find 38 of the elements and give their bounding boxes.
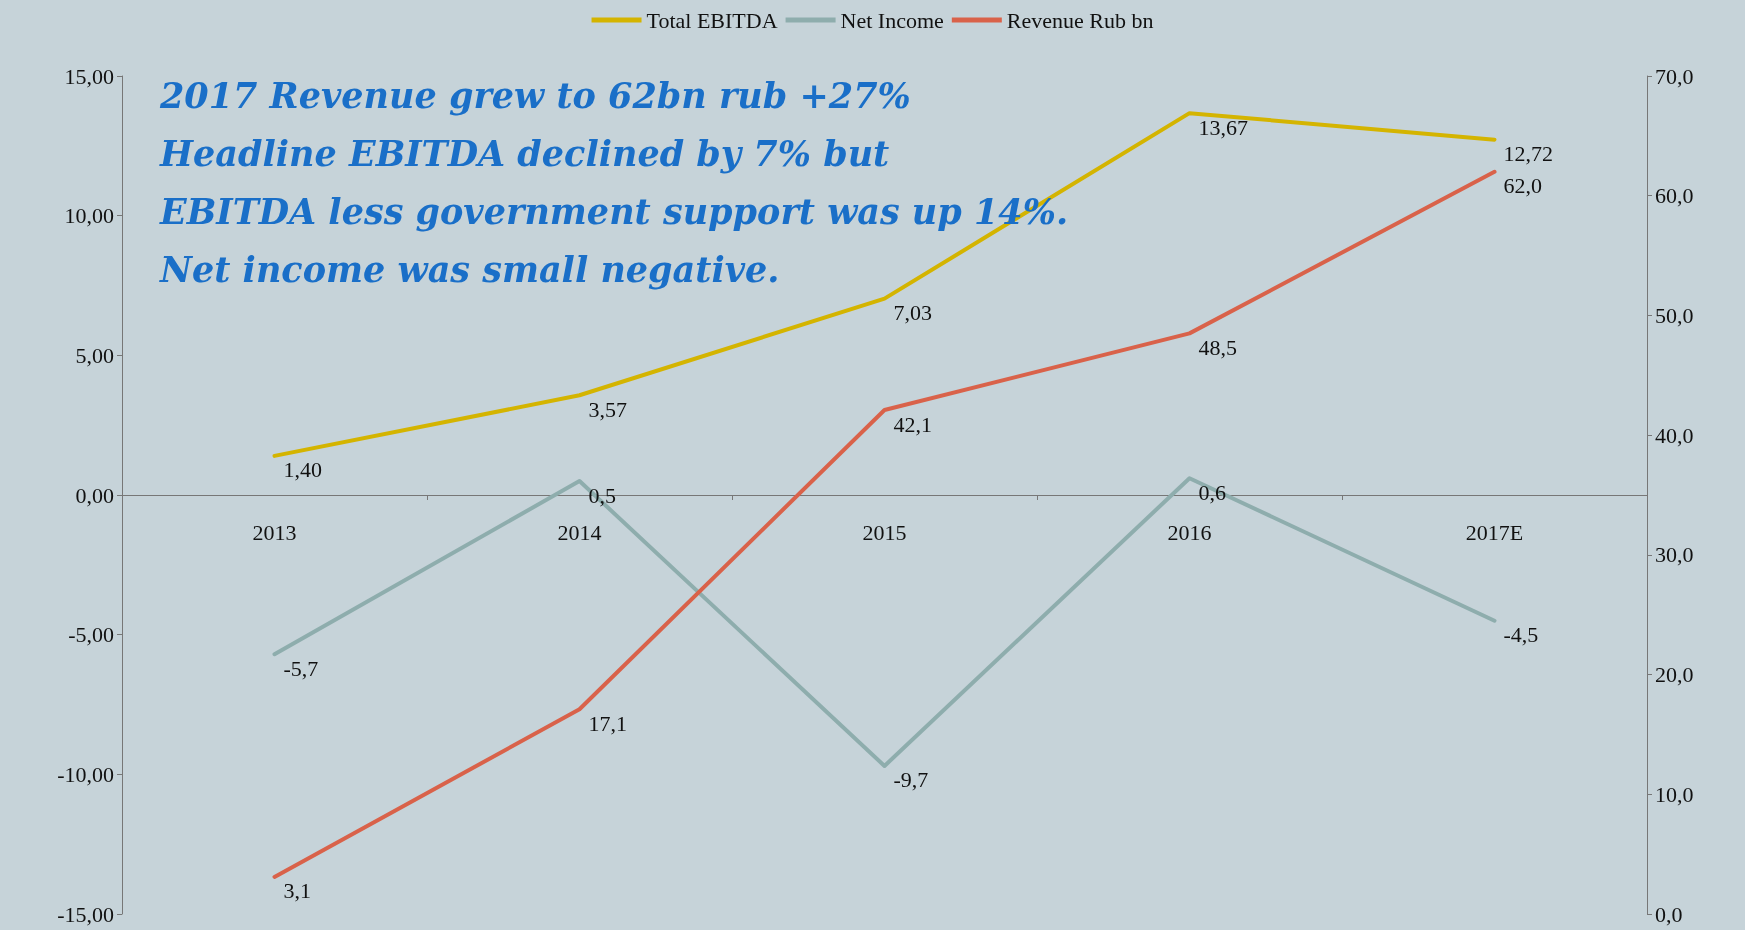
y-tick-label: 15,00 bbox=[64, 63, 114, 89]
y-tick-label: 10,00 bbox=[64, 203, 114, 229]
legend-label: Net Income bbox=[840, 7, 944, 33]
data-label: 62,0 bbox=[1503, 173, 1542, 199]
y2-tick-label: 50,0 bbox=[1655, 302, 1694, 328]
data-label: 0,6 bbox=[1198, 479, 1226, 505]
legend-label: Total EBITDA bbox=[646, 7, 778, 33]
data-label: 3,57 bbox=[588, 396, 627, 422]
data-label: -5,7 bbox=[283, 655, 319, 681]
y2-tick-label: 10,0 bbox=[1655, 781, 1694, 807]
data-label: 1,40 bbox=[283, 457, 322, 483]
data-label: 48,5 bbox=[1198, 334, 1237, 360]
y-tick-label: -5,00 bbox=[68, 622, 114, 648]
y-tick-label: -10,00 bbox=[57, 761, 114, 787]
y2-tick-label: 0,0 bbox=[1655, 901, 1683, 927]
data-label: 3,1 bbox=[283, 878, 311, 904]
data-label: 17,1 bbox=[588, 710, 627, 736]
y2-tick-label: 20,0 bbox=[1655, 662, 1694, 688]
data-label: 7,03 bbox=[893, 300, 932, 326]
x-tick-label: 2017E bbox=[1465, 519, 1524, 545]
y2-tick-label: 70,0 bbox=[1655, 63, 1694, 89]
y-tick-label: 0,00 bbox=[75, 482, 114, 508]
x-tick-label: 2016 bbox=[1167, 519, 1212, 545]
x-tick-label: 2015 bbox=[862, 519, 907, 545]
data-label: 13,67 bbox=[1198, 114, 1248, 140]
y2-tick-label: 40,0 bbox=[1655, 422, 1694, 448]
x-tick-label: 2014 bbox=[557, 519, 602, 545]
data-label: -9,7 bbox=[893, 767, 929, 793]
x-tick-label: 2013 bbox=[252, 519, 297, 545]
y2-tick-label: 30,0 bbox=[1655, 542, 1694, 568]
data-label: 42,1 bbox=[893, 411, 932, 437]
data-label: -4,5 bbox=[1503, 622, 1539, 648]
data-label: 12,72 bbox=[1503, 141, 1553, 167]
legend-label: Revenue Rub bn bbox=[1006, 7, 1154, 33]
y-tick-label: 5,00 bbox=[75, 342, 114, 368]
y2-tick-label: 60,0 bbox=[1655, 183, 1694, 209]
data-label: 0,5 bbox=[588, 482, 616, 508]
y-tick-label: -15,00 bbox=[57, 901, 114, 927]
